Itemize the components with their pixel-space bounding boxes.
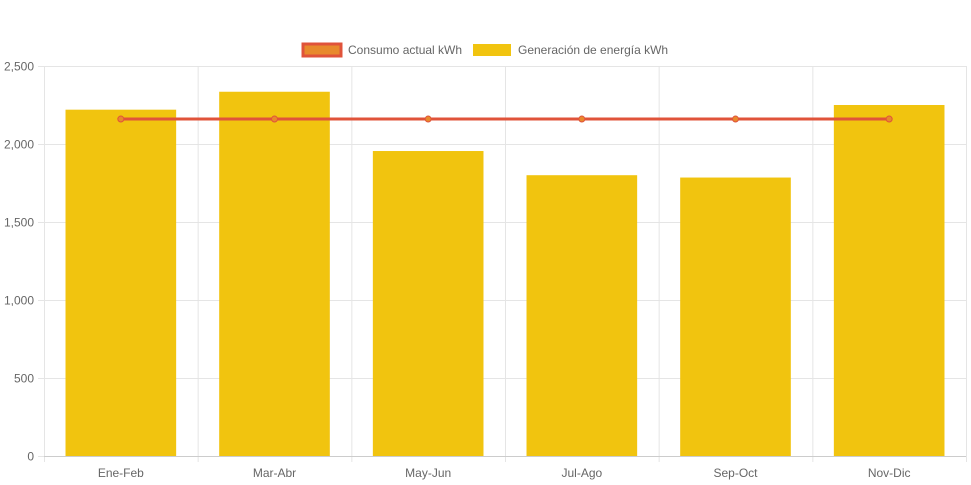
- bar-generacion[interactable]: [65, 109, 177, 457]
- point-consumo[interactable]: [885, 115, 893, 123]
- point-consumo[interactable]: [117, 115, 125, 123]
- point-consumo[interactable]: [578, 115, 586, 123]
- point-consumo[interactable]: [271, 115, 278, 123]
- bar-generacion[interactable]: [833, 105, 945, 456]
- legend: Consumo actual kWh Generación de energía…: [301, 42, 668, 58]
- y-tick-label: 1,500: [4, 216, 34, 230]
- y-tick-label: 0: [27, 450, 34, 464]
- legend-item-generacion[interactable]: Generación de energía kWh: [473, 43, 668, 57]
- x-tick-label: Mar-Abr: [253, 466, 296, 480]
- x-tick-label: May-Jun: [405, 466, 451, 480]
- bar-generacion[interactable]: [526, 175, 638, 456]
- point-consumo[interactable]: [424, 115, 432, 123]
- legend-label-generacion: Generación de energía kWh: [518, 43, 668, 57]
- x-tick-label: Jul-Ago: [561, 466, 602, 480]
- y-tick-label: 1,000: [4, 294, 34, 308]
- legend-label-consumo: Consumo actual kWh: [348, 43, 462, 57]
- y-tick-label: 500: [14, 372, 34, 386]
- point-consumo[interactable]: [732, 115, 739, 123]
- x-tick-label: Sep-Oct: [713, 466, 758, 480]
- bar-generacion[interactable]: [680, 177, 791, 457]
- x-tick-label: Nov-Dic: [868, 466, 911, 480]
- y-tick-label: 2,000: [4, 138, 34, 152]
- bar-generacion[interactable]: [219, 91, 330, 457]
- legend-swatch-generacion: [473, 44, 511, 56]
- grid-lines: [38, 66, 967, 462]
- x-axis: Ene-Feb Mar-Abr May-Jun Jul-Ago Sep-Oct Nov-D…: [44, 456, 966, 480]
- bar-series: [65, 91, 945, 457]
- bar-generacion[interactable]: [372, 151, 484, 456]
- y-axis: 0 500 1,000 1,500 2,000 2,500: [4, 60, 34, 464]
- y-tick-label: 2,500: [4, 60, 34, 74]
- line-series: [117, 115, 893, 123]
- legend-item-consumo[interactable]: Consumo actual kWh: [301, 42, 462, 58]
- x-tick-label: Ene-Feb: [98, 466, 144, 480]
- legend-swatch-consumo: [301, 42, 343, 58]
